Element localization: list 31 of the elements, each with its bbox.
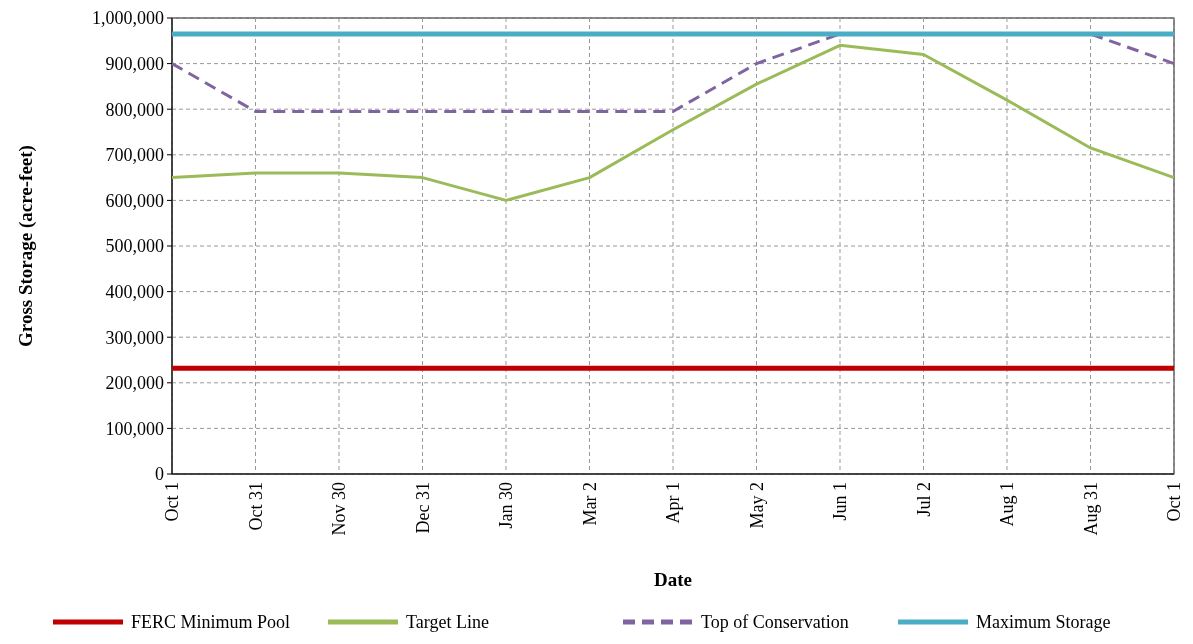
y-tick-label: 0 bbox=[155, 464, 164, 485]
x-tick-label: Oct 1 bbox=[162, 482, 182, 522]
x-tick-label: Mar 2 bbox=[579, 482, 600, 526]
legend-label: Target Line bbox=[406, 612, 489, 633]
x-tick-label: Oct 1 bbox=[1164, 482, 1184, 522]
y-tick-label: 100,000 bbox=[105, 418, 164, 439]
x-tick-label: Jul 2 bbox=[913, 482, 934, 517]
legend-label: Maximum Storage bbox=[976, 612, 1111, 633]
x-axis-title: Date bbox=[654, 569, 692, 590]
y-tick-label: 400,000 bbox=[105, 281, 164, 302]
x-tick-label: Dec 31 bbox=[412, 482, 433, 534]
line-series bbox=[170, 43, 1176, 202]
x-tick-label: Nov 30 bbox=[329, 482, 349, 536]
y-tick-label: 700,000 bbox=[105, 145, 164, 166]
x-tick-label: Apr 1 bbox=[663, 482, 683, 524]
y-axis-title: Gross Storage (acre-feet) bbox=[15, 145, 37, 347]
y-tick-label: 1,000,000 bbox=[92, 8, 164, 29]
x-tick-label: May 2 bbox=[746, 482, 767, 529]
legend-label: Top of Conservation bbox=[701, 612, 849, 633]
x-tick-label: Aug 1 bbox=[997, 482, 1017, 527]
y-tick-label: 200,000 bbox=[105, 373, 164, 394]
x-tick-label: Jun 1 bbox=[830, 482, 850, 521]
y-tick-label: 300,000 bbox=[105, 327, 164, 348]
legend-label: FERC Minimum Pool bbox=[131, 612, 291, 633]
y-tick-label: 900,000 bbox=[105, 53, 164, 74]
y-tick-label: 500,000 bbox=[105, 236, 164, 257]
y-tick-label: 600,000 bbox=[105, 190, 164, 211]
x-tick-label: Oct 31 bbox=[245, 482, 266, 531]
x-tick-label: Jan 30 bbox=[496, 482, 516, 529]
x-tick-label: Aug 31 bbox=[1080, 482, 1101, 536]
y-tick-label: 800,000 bbox=[105, 99, 164, 120]
